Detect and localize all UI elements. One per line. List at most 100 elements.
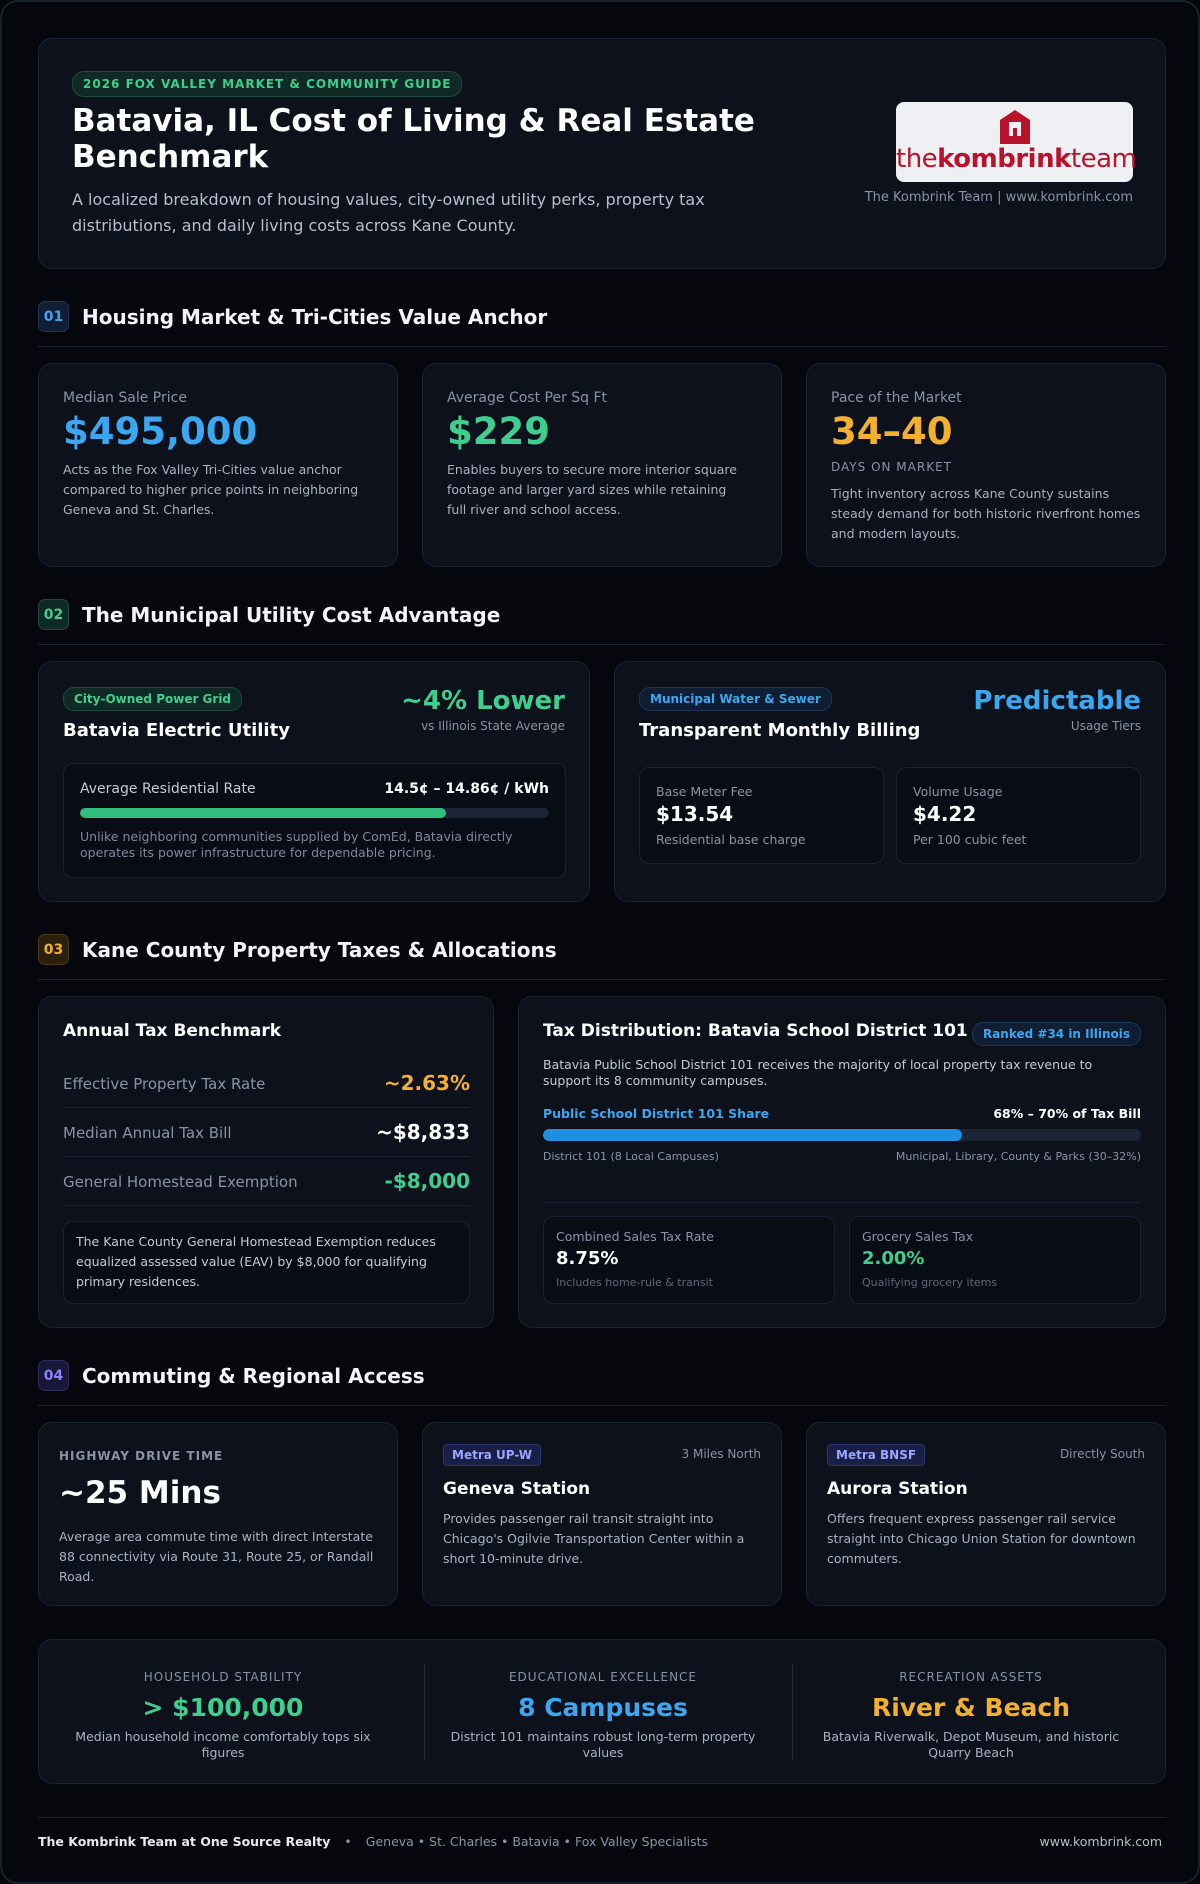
footer-brand: The Kombrink Team at One Source Realty •… <box>38 1834 708 1849</box>
footer-divider <box>38 1817 1166 1818</box>
volume-value: $4.22 <box>913 802 977 826</box>
guide-badge: 2026 FOX VALLEY MARKET & COMMUNITY GUIDE <box>72 71 463 97</box>
section-number: 03 <box>38 934 69 965</box>
price-per-sqft-card: Average Cost Per Sq Ft $229 Enables buye… <box>422 363 782 567</box>
summary-household: HOUSEHOLD STABILITY > $100,000 Median ho… <box>39 1640 407 1785</box>
summary-caption: HOUSEHOLD STABILITY <box>143 1670 303 1684</box>
footer-website-link[interactable]: www.kombrink.com <box>1039 1834 1163 1849</box>
share-bar-fill <box>543 1129 962 1141</box>
sales-tax-note: Includes home-rule & transit <box>556 1276 713 1289</box>
tax-row-exemption: General Homestead Exemption -$8,000 <box>63 1157 470 1206</box>
station-description: Offers frequent express passenger rail s… <box>827 1511 1136 1566</box>
section-number: 01 <box>38 301 69 332</box>
volume-usage-panel: Volume Usage $4.22 Per 100 cubic feet <box>896 767 1141 864</box>
summary-description: District 101 maintains robust long-term … <box>450 1729 756 1760</box>
geneva-station-card: Metra UP-W 3 Miles North Geneva Station … <box>422 1422 782 1606</box>
share-label: Public School District 101 Share <box>543 1106 770 1121</box>
rate-note: Unlike neighboring communities supplied … <box>80 829 513 860</box>
card-title: Annual Tax Benchmark <box>63 1021 282 1041</box>
summary-description: Batavia Riverwalk, Depot Museum, and his… <box>822 1729 1120 1760</box>
rate-panel: Average Residential Rate 14.5¢ – 14.86¢ … <box>63 763 566 878</box>
billing-stat: Predictable <box>973 686 1141 716</box>
highway-time-value: ~25 Mins <box>59 1475 221 1511</box>
electric-utility-card: City-Owned Power Grid Batavia Electric U… <box>38 661 590 902</box>
page-title: Batavia, IL Cost of Living & Real Estate… <box>72 103 755 175</box>
station-description: Provides passenger rail transit straight… <box>443 1511 745 1566</box>
section-number: 04 <box>38 1360 69 1391</box>
footer-brand-name: The Kombrink Team at One Source Realty <box>38 1834 331 1849</box>
electric-savings-subtext: vs Illinois State Average <box>421 719 565 733</box>
distribution-description: Batavia Public School District 101 recei… <box>543 1057 1093 1088</box>
share-value: 68% – 70% of Tax Bill <box>993 1106 1141 1121</box>
grocery-tax-note: Qualifying grocery items <box>862 1276 998 1289</box>
volume-note: Per 100 cubic feet <box>913 832 1027 847</box>
summary-description: Median household income comfortably tops… <box>75 1729 371 1760</box>
summary-banner: HOUSEHOLD STABILITY > $100,000 Median ho… <box>38 1639 1166 1784</box>
highway-card: HIGHWAY DRIVE TIME ~25 Mins Average area… <box>38 1422 398 1606</box>
rate-bar-track <box>80 808 549 818</box>
summary-recreation: RECREATION ASSETS River & Beach Batavia … <box>787 1640 1155 1785</box>
market-pace-card: Pace of the Market 34–40 DAYS ON MARKET … <box>806 363 1166 567</box>
municipal-water-badge: Municipal Water & Sewer <box>639 687 832 711</box>
header-card: 2026 FOX VALLEY MARKET & COMMUNITY GUIDE… <box>38 38 1166 269</box>
aurora-station-card: Metra BNSF Directly South Aurora Station… <box>806 1422 1166 1606</box>
grocery-tax-label: Grocery Sales Tax <box>862 1229 974 1244</box>
kombrink-logo[interactable]: thekombrinkteam <box>896 102 1137 182</box>
station-distance: 3 Miles North <box>681 1447 761 1461</box>
house-logo-icon <box>1000 110 1030 144</box>
grocery-tax-value: 2.00% <box>862 1248 925 1269</box>
grocery-tax-panel: Grocery Sales Tax 2.00% Qualifying groce… <box>849 1216 1141 1304</box>
tax-benchmark-card: Annual Tax Benchmark Effective Property … <box>38 996 494 1328</box>
card-description: Tight inventory across Kane County susta… <box>831 486 1141 541</box>
exemption-note: The Kane County General Homestead Exempt… <box>76 1234 436 1289</box>
tax-row-bill: Median Annual Tax Bill ~$8,833 <box>63 1108 470 1157</box>
sales-tax-label: Combined Sales Tax Rate <box>556 1229 714 1244</box>
section-title: The Municipal Utility Cost Advantage <box>82 603 501 627</box>
share-bar-track <box>543 1129 1141 1141</box>
logo-wordmark: thekombrinkteam <box>896 144 1137 174</box>
median-price-card: Median Sale Price $495,000 Acts as the F… <box>38 363 398 567</box>
card-description: Acts as the Fox Valley Tri-Cities value … <box>63 462 359 517</box>
card-label: Average Cost Per Sq Ft <box>447 390 608 406</box>
tax-row-label: Effective Property Tax Rate <box>63 1075 266 1093</box>
highway-description: Average area commute time with direct In… <box>59 1529 374 1584</box>
volume-label: Volume Usage <box>913 784 1003 799</box>
card-title: Tax Distribution: Batavia School Distric… <box>543 1021 968 1041</box>
water-sewer-card: Municipal Water & Sewer Transparent Mont… <box>614 661 1166 902</box>
card-description: Enables buyers to secure more interior s… <box>447 462 737 517</box>
billing-subtext: Usage Tiers <box>1070 719 1141 733</box>
tax-row-label: Median Annual Tax Bill <box>63 1124 232 1142</box>
tax-distribution-card: Tax Distribution: Batavia School Distric… <box>518 996 1166 1328</box>
station-distance: Directly South <box>1059 1447 1145 1461</box>
section-header-utility: 02 The Municipal Utility Cost Advantage <box>38 599 1166 645</box>
base-fee-label: Base Meter Fee <box>656 784 753 799</box>
footer-tagline: Geneva • St. Charles • Batavia • Fox Val… <box>365 1834 709 1849</box>
tax-row-value: -$8,000 <box>384 1169 470 1193</box>
summary-caption: RECREATION ASSETS <box>899 1670 1043 1684</box>
price-per-sqft-value: $229 <box>447 410 550 453</box>
divider <box>792 1664 793 1760</box>
page-subtitle: A localized breakdown of housing values,… <box>72 190 705 235</box>
market-pace-unit: DAYS ON MARKET <box>831 460 952 474</box>
ranking-badge: Ranked #34 in Illinois <box>971 1022 1141 1046</box>
median-price-value: $495,000 <box>63 410 258 453</box>
divider <box>543 1202 1141 1203</box>
base-fee-value: $13.54 <box>656 802 734 826</box>
section-header-housing: 01 Housing Market & Tri-Cities Value Anc… <box>38 301 1166 347</box>
exemption-note-panel: The Kane County General Homestead Exempt… <box>63 1221 470 1304</box>
base-fee-panel: Base Meter Fee $13.54 Residential base c… <box>639 767 884 864</box>
tax-row-rate: Effective Property Tax Rate ~2.63% <box>63 1059 470 1108</box>
rate-bar-fill <box>80 808 446 818</box>
sales-tax-value: 8.75% <box>556 1248 619 1269</box>
tax-row-value: ~2.63% <box>383 1071 470 1095</box>
base-fee-note: Residential base charge <box>656 832 806 847</box>
section-header-commute: 04 Commuting & Regional Access <box>38 1360 1166 1406</box>
tax-row-value: ~$8,833 <box>376 1120 470 1144</box>
card-label: Pace of the Market <box>831 390 962 406</box>
share-left-caption: District 101 (8 Local Campuses) <box>543 1150 719 1163</box>
summary-caption: EDUCATIONAL EXCELLENCE <box>508 1670 698 1684</box>
logo-caption: The Kombrink Team | www.kombrink.com <box>864 190 1133 205</box>
electric-savings-stat: ~4% Lower <box>401 686 565 716</box>
rate-label: Average Residential Rate <box>80 781 256 797</box>
